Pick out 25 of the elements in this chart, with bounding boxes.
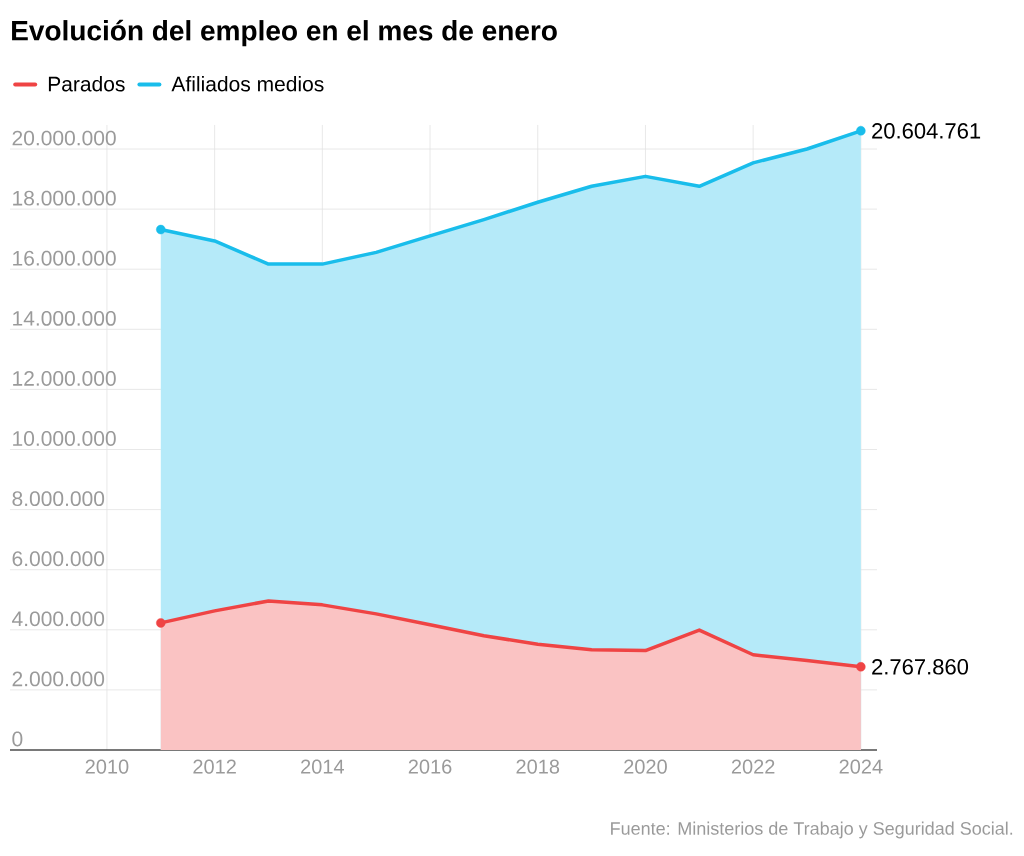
y-tick-label: 12.000.000 [13,371,116,386]
x-tick-label: 2018 [516,759,560,774]
y-tick-label: 10.000.000 [13,431,116,446]
y-tick-label: 18.000.000 [13,190,116,206]
y-tick-label: 20.000.000 [12,130,116,146]
y-tick-label: 14.000.000 [13,310,116,326]
x-tick-label: 2012 [193,759,236,774]
source-note: Fuente: Ministerios de Trabajo y Seguridad Social. [611,821,1013,839]
y-tick-label: 4.000.000 [12,611,105,627]
y-tick-label: 16.000.000 [13,250,116,266]
x-tick-label: 2020 [624,759,667,774]
x-tick-label: 2014 [301,759,344,774]
x-tick-label: 2010 [85,759,129,774]
x-tick-label: 2024 [839,759,883,774]
y-tick-label: 8.000.000 [12,491,105,507]
y-tick-label: 6.000.000 [12,551,105,567]
data-label: 20.604.761 [872,123,981,139]
chart-title: Evolución del empleo en el mes de enero [12,19,557,47]
x-tick-label: 2022 [731,759,775,774]
data-label: 2.767.860 [872,659,969,675]
legend-label: Afiliados medios [171,76,324,92]
legend-label: Parados [48,76,125,92]
y-tick-label: 2.000.000 [12,671,105,687]
x-tick-label: 2016 [408,759,452,774]
y-tick-label: 0 [12,731,23,747]
